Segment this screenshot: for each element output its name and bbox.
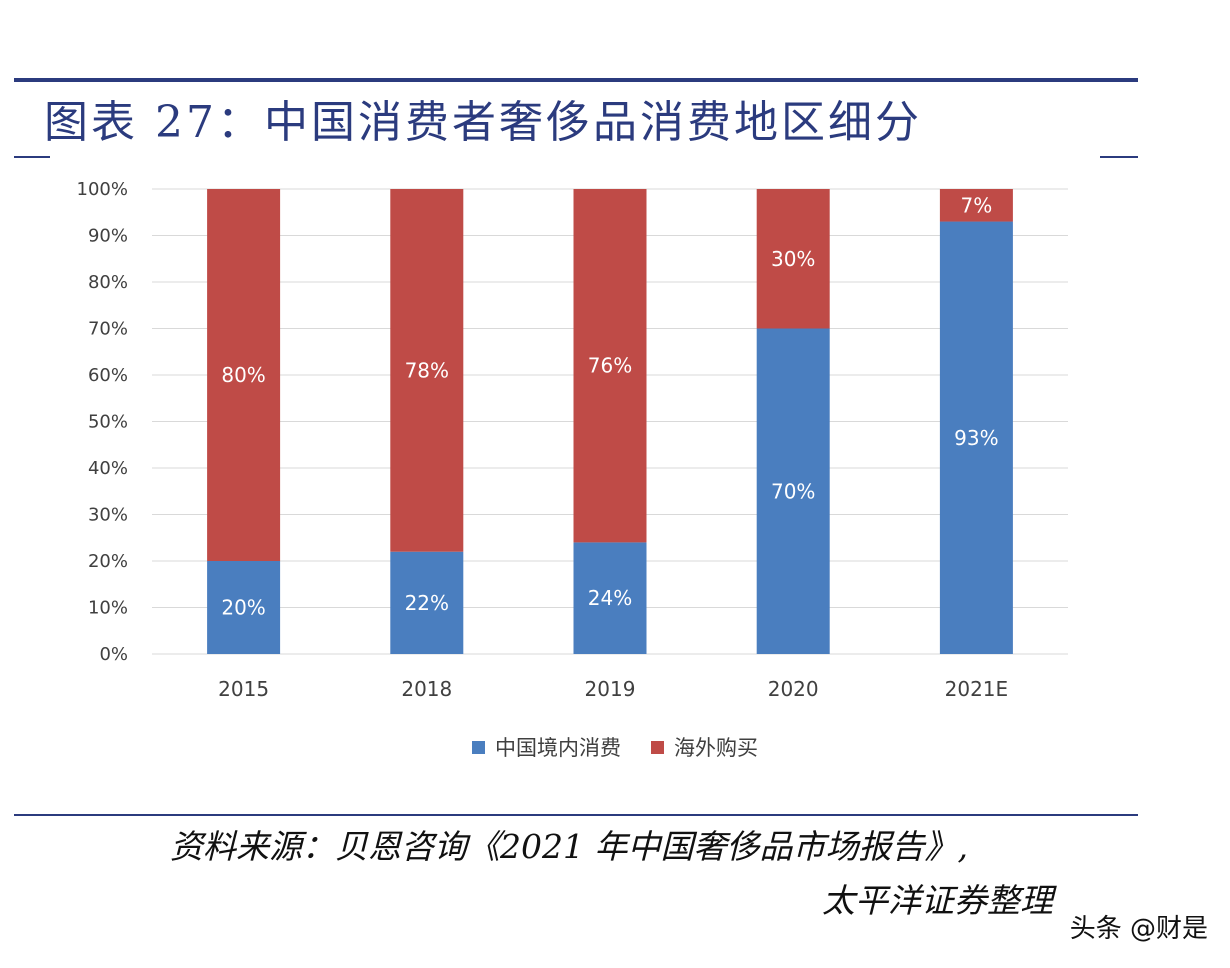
title-bottom-rule-right bbox=[1100, 156, 1138, 158]
y-tick-label: 0% bbox=[99, 644, 128, 665]
y-axis-ticks: 0% 10% 20% 30% 40% 50% 60% 70% 80% 90% 100% bbox=[77, 179, 128, 665]
data-label: 30% bbox=[771, 247, 815, 271]
bar-overseas bbox=[939, 189, 1013, 222]
data-label: 80% bbox=[221, 363, 265, 387]
bar-domestic bbox=[390, 551, 464, 654]
legend-swatch-overseas bbox=[651, 740, 664, 754]
x-tick-label: 2021E bbox=[945, 677, 1009, 701]
x-tick-label: 2019 bbox=[585, 677, 636, 701]
bar-domestic bbox=[573, 542, 647, 654]
bar-overseas bbox=[756, 189, 830, 329]
data-label: 93% bbox=[954, 426, 998, 450]
y-tick-label: 100% bbox=[77, 179, 128, 200]
legend-swatch-domestic bbox=[472, 740, 485, 754]
y-tick-label: 90% bbox=[88, 226, 128, 247]
x-tick-label: 2020 bbox=[768, 677, 819, 701]
legend-label-domestic: 中国境内消费 bbox=[495, 736, 621, 760]
x-tick-label: 2018 bbox=[401, 677, 452, 701]
bar-overseas bbox=[390, 189, 464, 552]
bar-domestic bbox=[207, 561, 281, 654]
data-label: 70% bbox=[771, 479, 815, 503]
data-label: 24% bbox=[588, 586, 632, 610]
x-tick-label: 2015 bbox=[218, 677, 269, 701]
data-label: 20% bbox=[221, 596, 265, 620]
title-top-rule bbox=[14, 78, 1138, 82]
source-top-rule bbox=[14, 814, 1138, 816]
y-tick-label: 70% bbox=[88, 319, 128, 340]
y-tick-label: 40% bbox=[88, 458, 128, 479]
y-tick-label: 30% bbox=[88, 505, 128, 526]
y-tick-label: 10% bbox=[88, 598, 128, 619]
legend-item-domestic: 中国境内消费 bbox=[472, 732, 621, 762]
legend-label-overseas: 海外购买 bbox=[674, 736, 758, 760]
y-tick-label: 50% bbox=[88, 412, 128, 433]
x-axis-ticks: 2015 2018 2019 2020 2021E bbox=[218, 677, 1008, 701]
watermark: 头条 @财是 bbox=[1069, 914, 1208, 944]
data-label: 7% bbox=[961, 193, 993, 217]
data-label: 78% bbox=[405, 358, 449, 382]
data-label: 22% bbox=[405, 591, 449, 615]
bar-overseas bbox=[207, 189, 281, 561]
source-note-line2: 太平洋证券整理 bbox=[822, 881, 1053, 920]
bars: 20% 80% 22% 78% 24% 76% 70% 30% 93% 7% bbox=[207, 189, 1013, 655]
y-tick-label: 60% bbox=[88, 365, 128, 386]
bar-overseas bbox=[573, 189, 647, 543]
bar-domestic bbox=[939, 221, 1013, 655]
bar-domestic bbox=[756, 328, 830, 654]
chart-title: 图表 27：中国消费者奢侈品消费地区细分 bbox=[44, 97, 922, 148]
legend: 中国境内消费 海外购买 bbox=[0, 732, 1230, 762]
data-label: 76% bbox=[588, 354, 632, 378]
source-note-line1: 资料来源：贝恩咨询《2021 年中国奢侈品市场报告》, bbox=[170, 827, 968, 866]
y-tick-label: 20% bbox=[88, 551, 128, 572]
y-tick-label: 80% bbox=[88, 272, 128, 293]
legend-item-overseas: 海外购买 bbox=[651, 732, 758, 762]
title-bottom-rule-left bbox=[14, 156, 50, 158]
